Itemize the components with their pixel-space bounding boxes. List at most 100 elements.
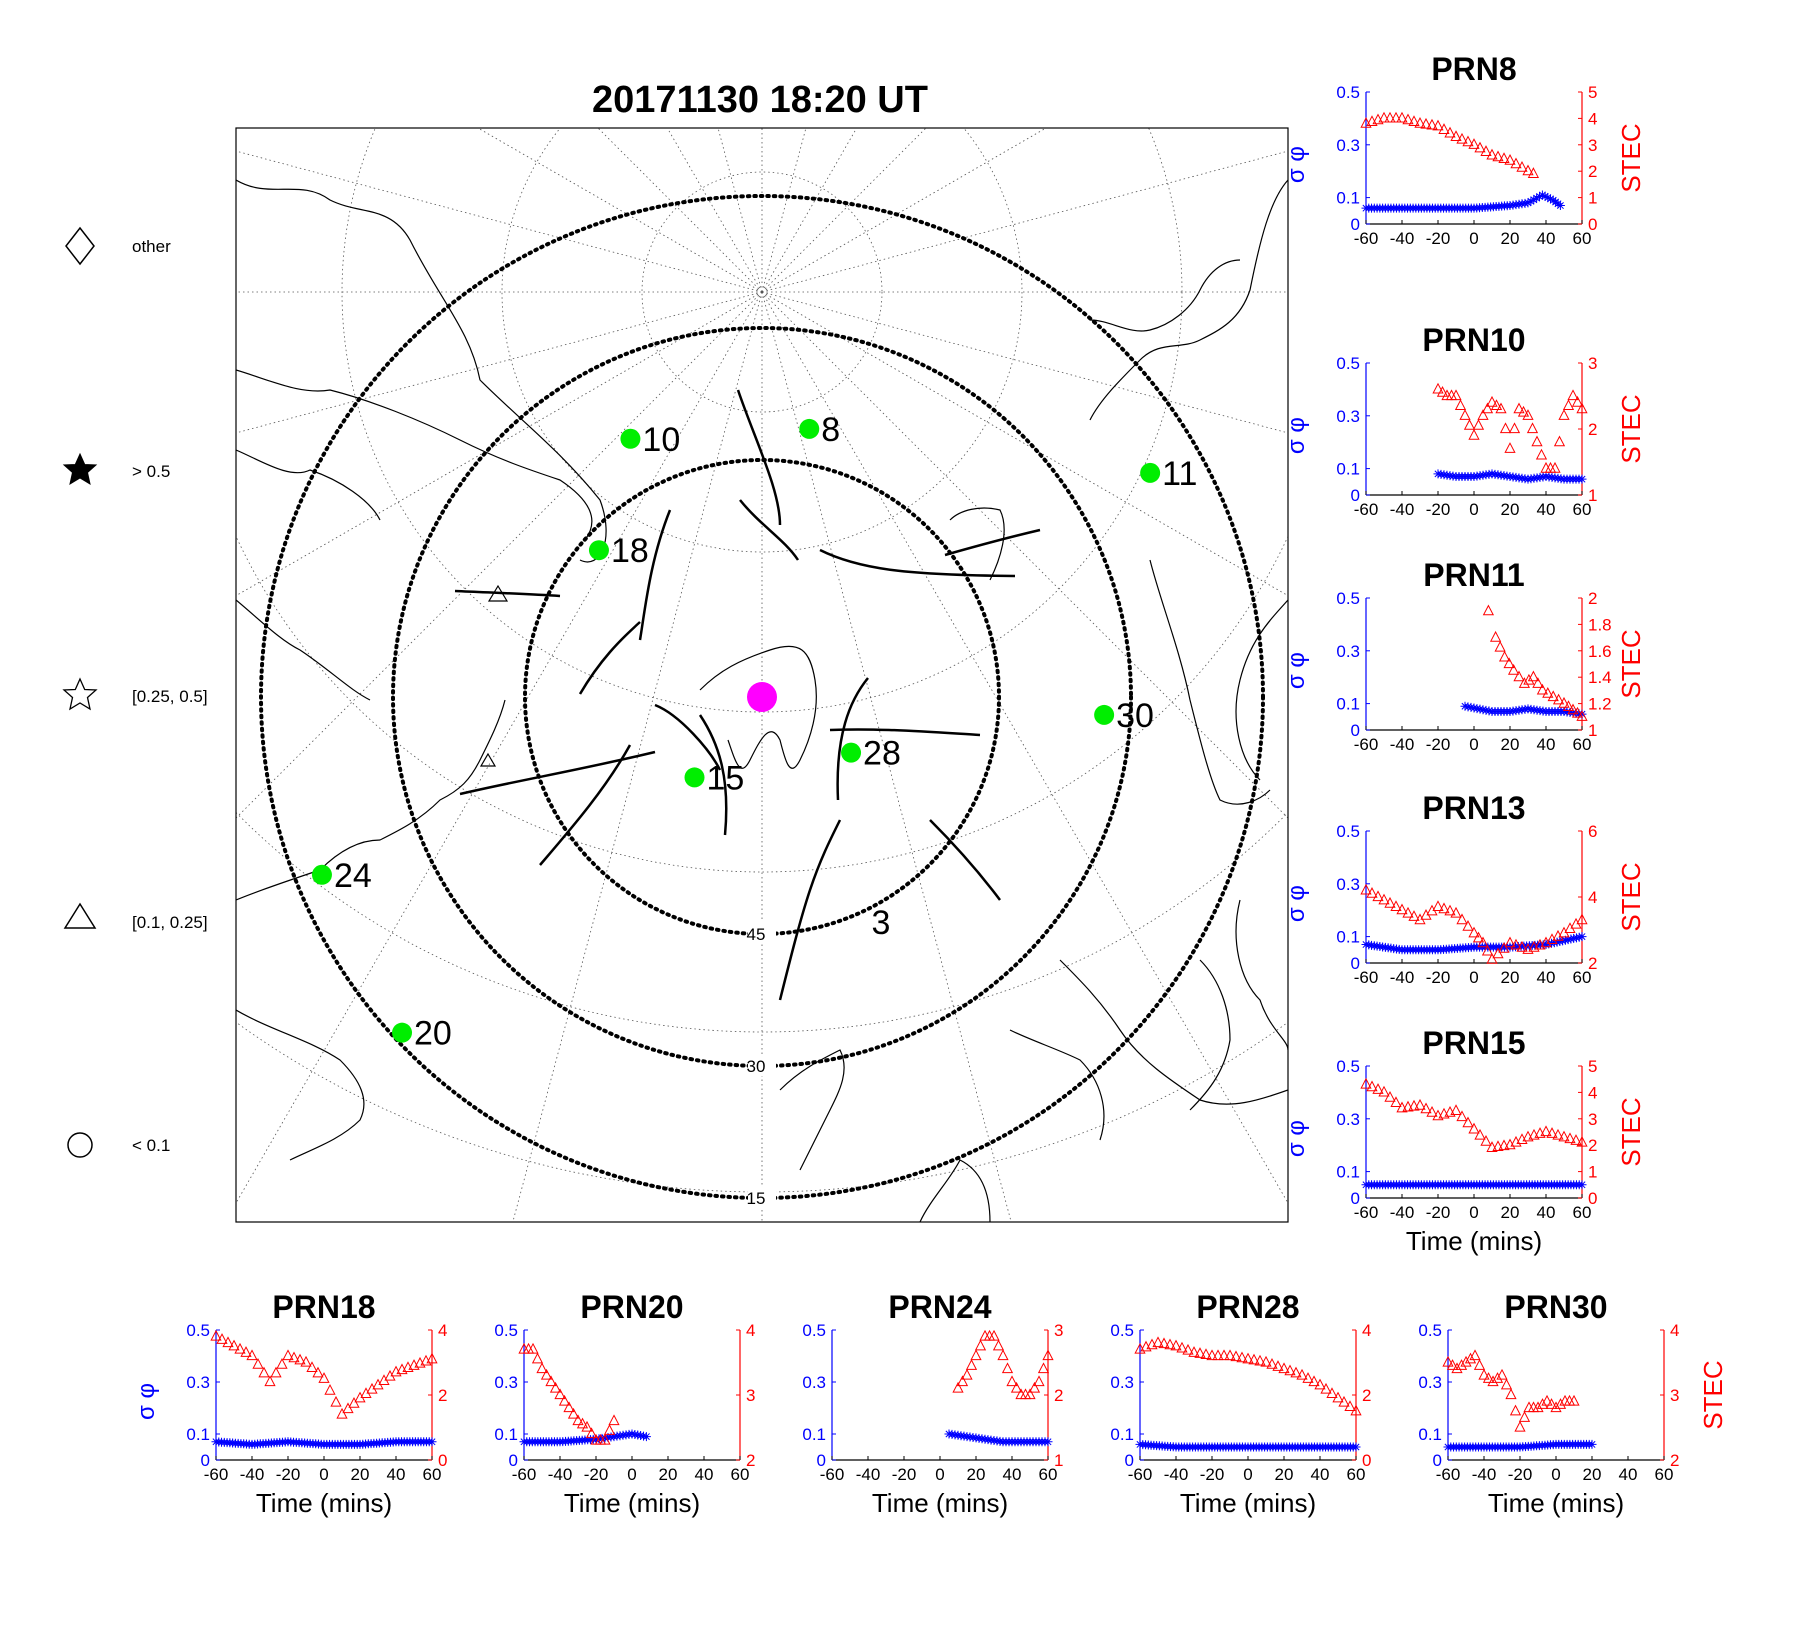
- y-tick-label-right: 4: [746, 1321, 755, 1340]
- y-tick-label-left: 0.3: [1418, 1373, 1442, 1392]
- series-sigma-phi: [1433, 469, 1587, 484]
- series-sigma-phi: [211, 1437, 437, 1449]
- grid-circle: [236, 1021, 1288, 1193]
- stec-point: [1576, 1135, 1588, 1147]
- stec-point: [1224, 1349, 1236, 1361]
- sigma-point: [1587, 1439, 1597, 1449]
- stec-point: [1513, 670, 1525, 682]
- stec-point: [1507, 663, 1520, 675]
- stec-point: [210, 1329, 222, 1341]
- sigma-point: [1569, 933, 1579, 943]
- stec-point: [1576, 402, 1588, 414]
- x-tick-label: -20: [1426, 1203, 1451, 1222]
- sigma-point: [633, 1430, 643, 1440]
- x-tick-label: 20: [351, 1465, 370, 1484]
- y-tick-label-right: 3: [1588, 354, 1597, 373]
- y-tick-label-right: 0: [1362, 1451, 1371, 1470]
- stec-point: [1438, 123, 1450, 134]
- track-prn18-a: [578, 621, 641, 695]
- satellite-prn28: [841, 742, 862, 763]
- satellite-label: 10: [642, 421, 680, 459]
- stec-point: [1188, 1346, 1200, 1357]
- sigma-point: [636, 1431, 646, 1441]
- stec-point: [1474, 141, 1486, 153]
- y-tick-label-left: 0.3: [802, 1373, 826, 1392]
- track-prn-other-b: [944, 528, 1041, 557]
- stec-point: [1490, 399, 1503, 410]
- panel-prn11: PRN11 -60 -40 -20 0 20 40 60 0 0.1 0.3 0.5 1 1.2 1.4 1.…: [1283, 557, 1646, 754]
- stec-point: [1366, 887, 1378, 898]
- stec-point: [1390, 111, 1402, 123]
- x-tick-label: -20: [1426, 735, 1451, 754]
- sigma-point: [1526, 196, 1536, 206]
- stec-point: [970, 1349, 982, 1361]
- panel-prn10: PRN10 -60 -40 -20 0 20 40 60 0 0.1 0.3 0.5 1 2 3 σ φ STE…: [1283, 322, 1646, 519]
- stec-point: [974, 1339, 987, 1351]
- x-tick-label: 60: [1573, 500, 1592, 519]
- y-tick-label-left: 0.5: [1336, 354, 1360, 373]
- x-tick-label: -40: [1390, 968, 1415, 987]
- y-tick-label-left: 0: [509, 1451, 518, 1470]
- stec-point: [1372, 1083, 1384, 1094]
- y-tick-label-right: 2: [1588, 954, 1597, 973]
- station-marker: [747, 682, 777, 712]
- x-tick-label: -60: [1128, 1465, 1153, 1484]
- stec-point: [336, 1407, 348, 1419]
- y-tick-label-right: 1: [1588, 1163, 1597, 1182]
- series-stec: [952, 1329, 1054, 1400]
- stec-point: [1504, 936, 1516, 948]
- track-prn3: [778, 819, 842, 1001]
- stec-point: [1552, 693, 1565, 705]
- x-tick-label: -40: [1472, 1465, 1497, 1484]
- stec-point: [1487, 1375, 1499, 1387]
- stec-point: [1460, 1355, 1472, 1367]
- stec-point: [1444, 126, 1456, 138]
- satellite-label: 30: [1116, 697, 1154, 735]
- x-axis-label: Time (mins): [1180, 1488, 1316, 1518]
- x-tick-label: -40: [1390, 229, 1415, 248]
- legend-label: [0.1, 0.25]: [132, 913, 208, 932]
- stec-point: [1420, 117, 1432, 129]
- x-tick-label: 40: [1619, 1465, 1638, 1484]
- stec-point: [1481, 944, 1494, 956]
- y-tick-label-right: 1.8: [1588, 615, 1612, 634]
- stec-point: [1498, 650, 1511, 662]
- stec-point: [965, 1359, 978, 1370]
- stec-point: [270, 1366, 282, 1378]
- stec-point: [1414, 116, 1426, 128]
- circle-icon: [67, 1132, 93, 1158]
- x-tick-label: 0: [1469, 968, 1478, 987]
- stec-point: [1396, 111, 1408, 123]
- y-tick-label-right: 1: [1054, 1451, 1063, 1470]
- stec-point: [1182, 1343, 1194, 1355]
- sigma-point: [1351, 1442, 1361, 1452]
- y-tick-label-left: 0.3: [1336, 1110, 1360, 1129]
- stec-point: [1492, 947, 1504, 959]
- stec-point: [1296, 1368, 1308, 1380]
- track-prn10: [638, 509, 672, 641]
- stec-point: [1571, 706, 1584, 718]
- stec-point: [252, 1357, 264, 1369]
- stec-point: [581, 1420, 593, 1432]
- series-stec: [210, 1329, 438, 1419]
- stec-point: [1540, 1125, 1552, 1137]
- right-axis-label: STEC: [1698, 1360, 1728, 1429]
- stec-point: [1384, 896, 1396, 908]
- panel-title: PRN18: [272, 1289, 375, 1325]
- stec-point: [1408, 1099, 1420, 1111]
- stec-point: [1564, 1132, 1576, 1144]
- sigma-point: [1543, 193, 1553, 203]
- filled-star-icon: [62, 452, 98, 486]
- stec-point: [1536, 1398, 1549, 1409]
- stec-point: [1366, 1080, 1378, 1092]
- stec-point: [1542, 687, 1554, 698]
- sigma-point: [1481, 705, 1491, 715]
- y-tick-label-left: 0.3: [1336, 875, 1360, 894]
- stec-point: [1302, 1372, 1314, 1383]
- track-prn8-a: [739, 499, 800, 561]
- x-tick-label: -20: [276, 1465, 301, 1484]
- y-tick-label-left: 0: [1351, 721, 1360, 740]
- satellite-label: 18: [611, 532, 649, 570]
- stec-point: [1326, 1387, 1338, 1399]
